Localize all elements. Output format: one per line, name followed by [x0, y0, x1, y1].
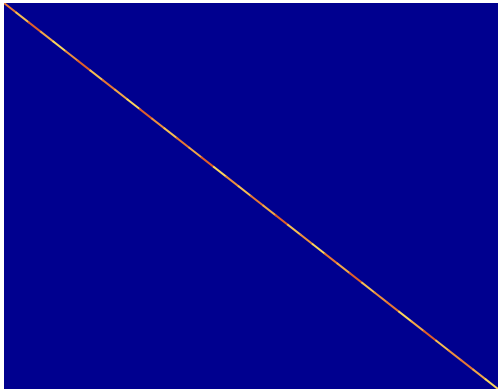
heatmap-cell-38 — [471, 368, 488, 381]
heatmap-cell-1 — [14, 11, 31, 24]
heatmap-cell-33 — [410, 320, 426, 333]
heatmap-cell-4 — [51, 40, 68, 53]
heatmap-cell-22 — [274, 213, 290, 227]
heatmap-cell-9 — [113, 88, 129, 101]
heatmap-cell-23 — [286, 223, 302, 237]
heatmap-cell-2 — [27, 20, 43, 34]
heatmap-cell-3 — [39, 30, 55, 44]
heatmap-cell-7 — [89, 69, 105, 82]
heatmap-cell-5 — [64, 49, 80, 63]
heatmap-cell-28 — [348, 271, 364, 285]
heatmap-cell-6 — [76, 59, 92, 72]
heatmap-cell-34 — [422, 329, 438, 343]
heatmap-cell-13 — [163, 127, 179, 140]
heatmap-cell-24 — [298, 233, 315, 246]
heatmap-cell-17 — [212, 165, 228, 179]
heatmap-cell-35 — [434, 339, 451, 352]
heatmap-cell-29 — [360, 281, 376, 294]
heatmap-cell-18 — [224, 175, 241, 188]
heatmap-cell-25 — [311, 242, 327, 256]
heatmap-cell-11 — [138, 107, 154, 121]
heatmap-cell-20 — [249, 194, 265, 208]
heatmap-cell-39 — [484, 377, 498, 389]
heatmap-cell-32 — [397, 310, 413, 323]
heatmap-cell-37 — [459, 358, 475, 372]
heatmap-chart — [4, 3, 498, 389]
heatmap-cell-31 — [385, 300, 401, 314]
heatmap-cell-10 — [126, 98, 142, 111]
heatmap-cell-12 — [150, 117, 166, 130]
heatmap-cell-26 — [323, 252, 339, 265]
heatmap-cell-15 — [187, 146, 204, 159]
heatmap-cell-21 — [261, 204, 278, 217]
heatmap-cells — [4, 3, 498, 389]
heatmap-cell-19 — [237, 184, 253, 198]
heatmap-plot-area — [4, 3, 498, 389]
heatmap-cell-27 — [336, 262, 352, 275]
heatmap-cell-14 — [175, 136, 191, 150]
heatmap-cell-0 — [4, 3, 18, 15]
heatmap-cell-30 — [373, 291, 389, 304]
heatmap-cell-36 — [447, 348, 463, 362]
heatmap-cell-8 — [101, 78, 117, 92]
heatmap-cell-16 — [200, 155, 216, 169]
